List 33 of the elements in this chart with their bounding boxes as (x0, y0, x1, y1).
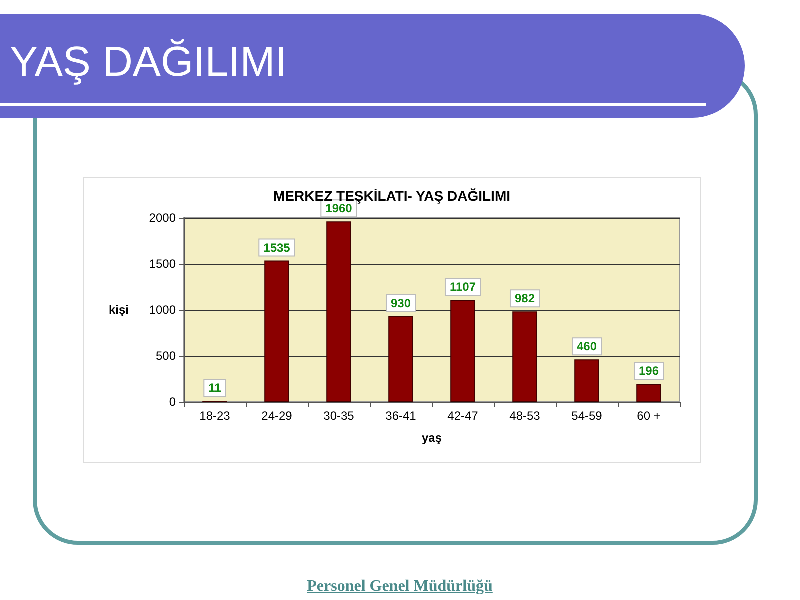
y-tick-label: 1500 (149, 257, 176, 271)
bar (326, 222, 352, 402)
data-label: 460 (576, 340, 598, 354)
text: Personel Genel Müdürlüğü (306, 578, 494, 596)
x-tick-label: 36-41 (386, 409, 417, 423)
x-tick-label: 42-47 (448, 409, 479, 423)
x-tick-label: 18-23 (200, 409, 231, 423)
x-tick-label: 30-35 (324, 409, 355, 423)
x-tick-label: 24-29 (262, 409, 293, 423)
bar (388, 316, 414, 402)
x-tick-label: 60 + (637, 409, 661, 423)
bar (574, 360, 600, 402)
bar (636, 384, 662, 402)
chart-title: YAŞ DAĞILIMI (10, 38, 287, 86)
data-label: 1535 (264, 240, 291, 255)
data-label: 11 (208, 380, 222, 395)
y-tick-label: 2000 (149, 211, 176, 225)
data-label: 930 (390, 296, 412, 310)
bar (512, 312, 538, 402)
y-tick-label: 0 (169, 395, 176, 409)
data-label: 1107 (450, 280, 476, 294)
y-tick-label: 1000 (149, 303, 176, 317)
y-tick-label: 500 (156, 349, 176, 363)
x-tick-label: 48-53 (510, 409, 541, 423)
bar (450, 300, 476, 402)
data-label: 1960 (326, 202, 353, 216)
chart-subtitle: MERKEZ TEŞKİLATI- YAŞ DAĞILIMI (274, 188, 510, 204)
x-tick-label: 54-59 (572, 409, 603, 423)
data-label: 196 (638, 364, 660, 378)
x-axis-title: yaş (422, 431, 442, 445)
y-axis-title: kişi (108, 303, 129, 317)
data-label: 982 (514, 292, 536, 306)
bar (264, 260, 290, 402)
